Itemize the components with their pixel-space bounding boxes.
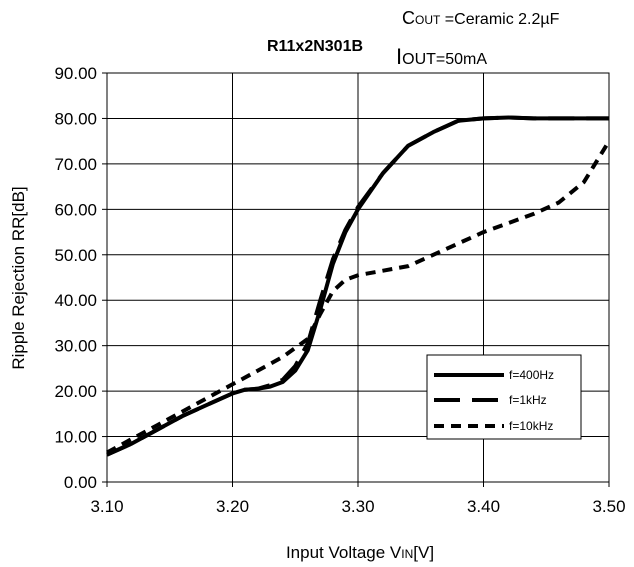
series-line-f-10khz [106, 140, 611, 455]
x-tick-label: 3.30 [341, 497, 374, 516]
y-tick-label: 20.00 [54, 382, 97, 401]
legend: f=400Hz f=1kHz f=10kHz [426, 354, 582, 440]
y-tick-label: 60.00 [54, 200, 97, 219]
y-tick-label: 30.00 [54, 337, 97, 356]
series-line-f-1khz [106, 115, 609, 457]
x-axis-label: Input Voltage VIN[V] [286, 543, 434, 562]
x-tick-label: 3.10 [90, 497, 123, 516]
y-tick-label: 40.00 [54, 291, 97, 310]
iout-condition: IOUT=50mA [396, 44, 487, 69]
y-axis-label: Ripple Rejection RR[dB] [9, 186, 28, 369]
y-axis-ticks: 0.00 10.00 20.00 30.00 40.00 50.00 60.00 70.00 8… [54, 64, 107, 492]
y-tick-label: 90.00 [54, 64, 97, 83]
x-tick-label: 3.40 [467, 497, 500, 516]
y-tick-label: 70.00 [54, 155, 97, 174]
x-tick-label: 3.20 [216, 497, 249, 516]
y-tick-label: 0.00 [64, 473, 97, 492]
x-axis-ticks: 3.10 3.20 3.30 3.40 3.50 [90, 482, 626, 516]
legend-label-400hz: f=400Hz [509, 368, 554, 382]
y-tick-label: 50.00 [54, 246, 97, 265]
legend-label-10khz: f=10kHz [509, 419, 553, 433]
x-tick-label: 3.50 [592, 497, 625, 516]
y-tick-label: 80.00 [54, 109, 97, 128]
y-tick-label: 10.00 [54, 428, 97, 447]
cout-condition: COUT =Ceramic 2.2µF [402, 8, 560, 28]
legend-label-1khz: f=1kHz [509, 393, 547, 407]
chart-title: R11x2N301B [267, 38, 363, 55]
series-lines [106, 115, 611, 457]
